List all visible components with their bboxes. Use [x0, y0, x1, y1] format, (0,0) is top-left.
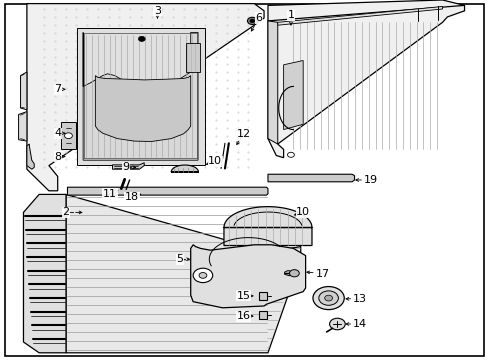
Text: 5: 5 — [176, 254, 183, 264]
Circle shape — [138, 36, 145, 41]
Polygon shape — [283, 60, 303, 130]
Circle shape — [247, 17, 257, 24]
Polygon shape — [83, 32, 198, 160]
Text: 11: 11 — [103, 189, 117, 199]
Polygon shape — [27, 144, 34, 169]
Polygon shape — [27, 4, 264, 191]
Polygon shape — [171, 165, 198, 172]
Text: 12: 12 — [236, 129, 250, 139]
Circle shape — [312, 287, 344, 310]
Polygon shape — [267, 21, 277, 144]
Circle shape — [324, 295, 332, 301]
Text: 7: 7 — [54, 84, 61, 94]
Text: 17: 17 — [315, 269, 329, 279]
Polygon shape — [267, 174, 354, 182]
Circle shape — [318, 291, 338, 305]
Polygon shape — [23, 194, 66, 353]
Text: 6: 6 — [255, 13, 262, 23]
Polygon shape — [259, 311, 266, 319]
Polygon shape — [67, 187, 267, 195]
Text: 9: 9 — [122, 162, 129, 172]
Polygon shape — [277, 6, 442, 25]
Text: 14: 14 — [352, 319, 366, 329]
Text: 10: 10 — [296, 207, 309, 217]
Polygon shape — [259, 292, 266, 300]
Text: 16: 16 — [236, 311, 250, 321]
Text: 1: 1 — [287, 10, 294, 20]
Polygon shape — [20, 72, 27, 110]
Circle shape — [287, 152, 294, 157]
Polygon shape — [284, 271, 291, 276]
Text: 10: 10 — [208, 156, 222, 166]
Polygon shape — [112, 163, 144, 169]
Circle shape — [289, 270, 299, 277]
Polygon shape — [66, 194, 300, 353]
Text: 8: 8 — [54, 152, 61, 162]
Polygon shape — [224, 207, 311, 246]
Text: 18: 18 — [125, 192, 139, 202]
Text: 2: 2 — [62, 207, 69, 217]
Polygon shape — [95, 76, 190, 141]
Circle shape — [329, 318, 345, 330]
Circle shape — [193, 268, 212, 283]
Circle shape — [64, 133, 72, 139]
Polygon shape — [61, 122, 76, 149]
Polygon shape — [185, 43, 199, 72]
Polygon shape — [267, 0, 464, 158]
Circle shape — [199, 273, 206, 278]
Circle shape — [249, 19, 254, 23]
Text: 15: 15 — [236, 291, 250, 301]
Text: 13: 13 — [352, 294, 366, 304]
Text: 19: 19 — [363, 175, 377, 185]
Polygon shape — [190, 245, 305, 308]
Polygon shape — [77, 28, 205, 165]
Polygon shape — [19, 112, 27, 141]
Text: 4: 4 — [54, 128, 61, 138]
Text: 3: 3 — [154, 6, 161, 16]
